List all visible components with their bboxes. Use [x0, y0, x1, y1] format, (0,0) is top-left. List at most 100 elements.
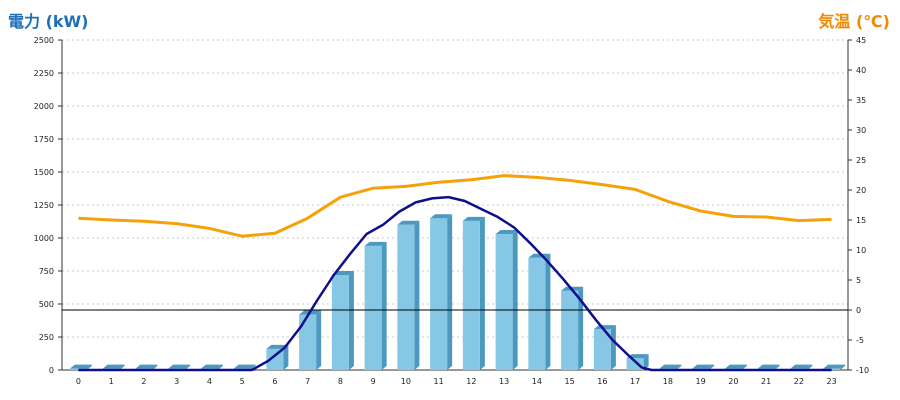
left-tick-label: 500	[39, 300, 54, 309]
bar-top	[757, 364, 780, 369]
right-tick-label: 40	[856, 66, 866, 75]
x-tick-label: 13	[499, 377, 509, 386]
x-tick-label: 8	[338, 377, 343, 386]
bar-front	[299, 314, 317, 370]
bar-front	[397, 224, 415, 370]
bar-top	[692, 364, 715, 369]
right-tick-label: 0	[856, 306, 861, 315]
bar-side	[316, 310, 322, 370]
bar-side	[185, 364, 191, 370]
bar-side	[774, 364, 780, 370]
bar-top	[233, 364, 256, 369]
bar-top	[135, 364, 158, 369]
left-tick-label: 250	[39, 333, 54, 342]
bar	[69, 364, 92, 370]
x-tick-label: 18	[663, 377, 673, 386]
right-axis-title: 気温 (℃)	[818, 12, 890, 31]
right-tick-label: 45	[856, 36, 866, 45]
bar-side	[86, 364, 92, 370]
bar-top	[724, 364, 747, 369]
bar-side	[578, 286, 584, 370]
bar-front	[495, 234, 513, 370]
left-tick-label: 2250	[34, 69, 54, 78]
bar-top	[102, 364, 125, 369]
bar-front	[561, 290, 579, 370]
bar	[462, 216, 485, 370]
bar-front	[823, 368, 841, 370]
bar-front	[462, 220, 480, 370]
bar-front	[430, 218, 448, 370]
x-tick-label: 19	[696, 377, 706, 386]
left-tick-label: 1750	[34, 135, 54, 144]
bar-top	[69, 364, 92, 369]
right-tick-label: -5	[856, 336, 864, 345]
x-tick-label: 11	[434, 377, 444, 386]
bar-side	[348, 270, 354, 370]
bar-top	[168, 364, 191, 369]
right-tick-label: 10	[856, 246, 866, 255]
bar-side	[512, 230, 518, 370]
x-tick-label: 10	[401, 377, 411, 386]
left-tick-label: 2000	[34, 102, 54, 111]
bar-top	[462, 216, 485, 221]
x-tick-label: 3	[174, 377, 179, 386]
x-tick-label: 1	[109, 377, 114, 386]
right-tick-label: -10	[856, 366, 869, 375]
x-tick-label: 17	[630, 377, 640, 386]
x-tick-label: 2	[141, 377, 146, 386]
left-tick-label: 0	[49, 366, 54, 375]
right-tick-label: 25	[856, 156, 866, 165]
bar-front	[364, 245, 382, 370]
x-tick-label: 14	[532, 377, 542, 386]
x-tick-label: 16	[597, 377, 607, 386]
bar-side	[610, 325, 616, 370]
right-tick-label: 30	[856, 126, 866, 135]
x-tick-label: 12	[466, 377, 476, 386]
power-line	[78, 195, 832, 372]
bar-side	[545, 253, 551, 370]
bar	[299, 310, 322, 370]
x-tick-label: 5	[240, 377, 245, 386]
x-tick-label: 4	[207, 377, 212, 386]
right-tick-label: 15	[856, 216, 866, 225]
bar-side	[447, 214, 453, 370]
bar	[823, 364, 846, 370]
bar-side	[643, 354, 649, 370]
temperature-line	[78, 174, 832, 238]
bar-top	[397, 220, 420, 225]
bar-front	[331, 274, 349, 370]
left-tick-label: 750	[39, 267, 54, 276]
left-tick-label: 1500	[34, 168, 54, 177]
bar-top	[593, 325, 616, 330]
bar-side	[217, 364, 223, 370]
left-tick-label: 1250	[34, 201, 54, 210]
right-tick-label: 5	[856, 276, 861, 285]
bar-top	[364, 241, 387, 246]
x-tick-label: 15	[565, 377, 575, 386]
bar-side	[741, 364, 747, 370]
bar	[561, 286, 584, 370]
bar	[593, 325, 616, 370]
bar-side	[381, 241, 387, 370]
x-tick-label: 6	[272, 377, 277, 386]
left-tick-label: 2500	[34, 36, 54, 45]
bar-side	[840, 364, 846, 370]
bar-side	[676, 364, 682, 370]
bar-side	[709, 364, 715, 370]
bar-front	[593, 329, 611, 370]
bar-top	[200, 364, 223, 369]
right-tick-label: 35	[856, 96, 866, 105]
x-tick-label: 0	[76, 377, 81, 386]
bar-side	[283, 344, 289, 370]
bar-front	[69, 368, 87, 370]
bar-front	[626, 358, 644, 370]
x-tick-label: 21	[761, 377, 771, 386]
bar-front	[266, 348, 284, 370]
bar-side	[152, 364, 158, 370]
bar	[266, 344, 289, 370]
bar-side	[479, 216, 485, 370]
bar-side	[119, 364, 125, 370]
left-axis-title: 電力 (kW)	[8, 12, 89, 31]
